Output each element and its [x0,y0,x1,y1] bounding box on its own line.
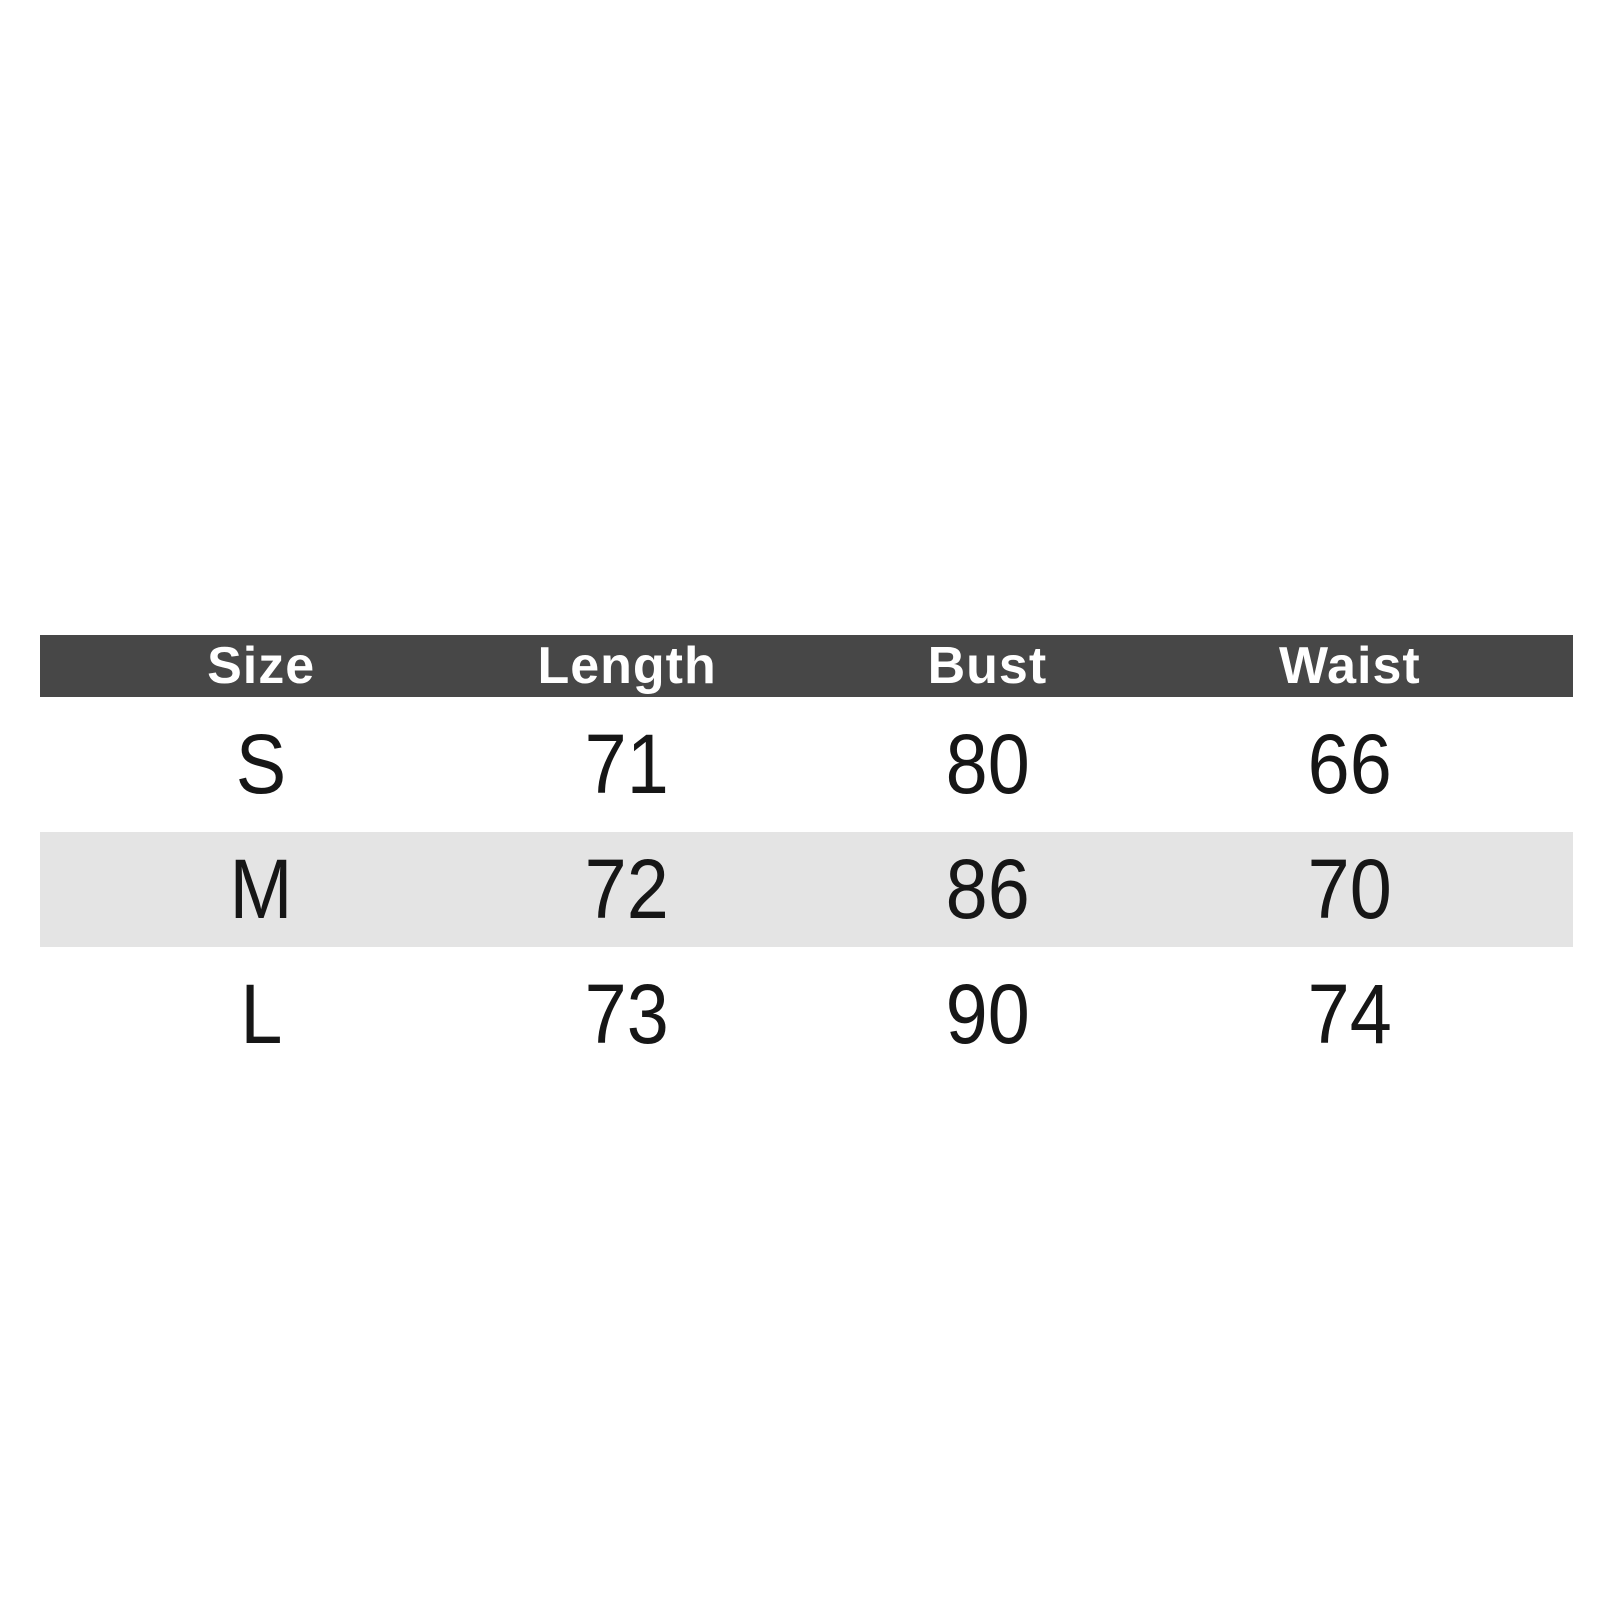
waist-value-text: 70 [1307,842,1392,936]
column-header-length: Length [537,637,717,695]
size-chart-table: Size Length Bust Waist S 71 80 66 M [40,635,1573,1082]
size-value: M [40,832,446,947]
table-row-size-l: L 73 90 74 [40,947,1573,1082]
length-value-text: 71 [585,717,670,811]
table-row-size-s: S 71 80 66 [40,697,1573,832]
waist-value-text: 74 [1307,967,1392,1061]
bust-value-text: 90 [945,967,1030,1061]
size-value-text: S [235,717,287,811]
length-value: 73 [446,947,808,1082]
waist-value: 74 [1167,947,1573,1082]
size-value-text: L [240,967,283,1061]
waist-value: 66 [1167,697,1573,832]
bust-value-text: 80 [945,717,1030,811]
length-value-text: 72 [585,842,670,936]
bust-value-text: 86 [945,842,1030,936]
bust-value: 80 [808,697,1167,832]
length-value-text: 73 [585,967,670,1061]
size-value: L [40,947,446,1082]
column-header-size: Size [207,637,316,695]
table-header-row: Size Length Bust Waist [40,635,1573,697]
waist-value: 70 [1167,832,1573,947]
column-header-bust: Bust [927,637,1048,695]
bust-value: 86 [808,832,1167,947]
bust-value: 90 [808,947,1167,1082]
table-row-size-m: M 72 86 70 [40,832,1573,947]
size-value: S [40,697,446,832]
column-header-waist: Waist [1278,637,1421,695]
length-value: 72 [446,832,808,947]
size-value-text: M [229,842,293,936]
length-value: 71 [446,697,808,832]
waist-value-text: 66 [1307,717,1392,811]
